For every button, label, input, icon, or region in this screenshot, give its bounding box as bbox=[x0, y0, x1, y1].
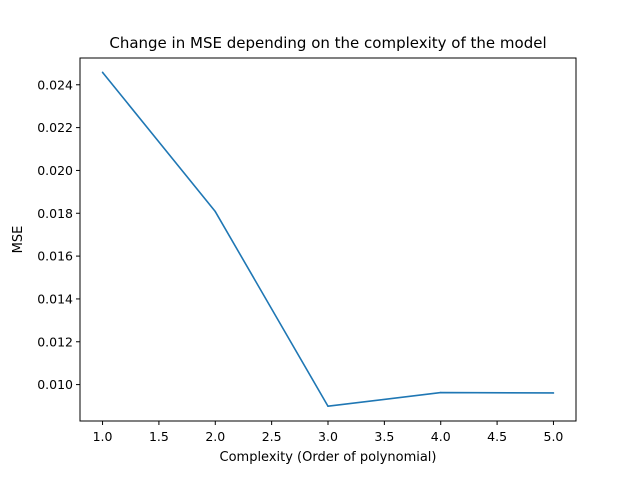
y-axis: 0.010 0.012 0.014 0.016 0.018 0.020 0.022 0.024 bbox=[37, 77, 80, 392]
data-point bbox=[439, 391, 442, 394]
x-tick-label: 1.5 bbox=[149, 429, 169, 444]
data-point bbox=[101, 71, 104, 74]
x-axis-label: Complexity (Order of polynomial) bbox=[220, 450, 437, 465]
data-point bbox=[214, 210, 217, 213]
y-tick-label: 0.022 bbox=[37, 120, 73, 135]
x-tick-label: 4.5 bbox=[487, 429, 507, 444]
x-tick-label: 3.5 bbox=[374, 429, 394, 444]
chart-title: Change in MSE depending on the complexit… bbox=[109, 34, 546, 52]
y-tick-label: 0.020 bbox=[37, 163, 73, 178]
series-group bbox=[101, 71, 555, 408]
x-tick-label: 3.0 bbox=[318, 429, 338, 444]
x-tick-label: 1.0 bbox=[93, 429, 113, 444]
y-tick-label: 0.010 bbox=[37, 377, 73, 392]
x-tick-label: 2.5 bbox=[262, 429, 282, 444]
y-tick-label: 0.018 bbox=[37, 206, 73, 221]
data-point bbox=[327, 405, 329, 408]
y-tick-label: 0.024 bbox=[37, 77, 73, 92]
series-line bbox=[101, 71, 554, 408]
y-axis-label: MSE bbox=[11, 226, 26, 254]
data-point bbox=[552, 392, 555, 394]
y-tick-label: 0.014 bbox=[37, 291, 73, 306]
plot-area bbox=[79, 57, 577, 422]
y-tick-label: 0.012 bbox=[37, 334, 73, 349]
y-tick-label: 0.016 bbox=[37, 249, 73, 264]
x-tick-label: 4.0 bbox=[431, 429, 451, 444]
x-axis: 1.0 1.5 2.0 2.5 3.0 3.5 4.0 4.5 5.0 bbox=[93, 421, 564, 444]
x-tick-label: 2.0 bbox=[205, 429, 225, 444]
x-tick-label: 5.0 bbox=[544, 429, 564, 444]
